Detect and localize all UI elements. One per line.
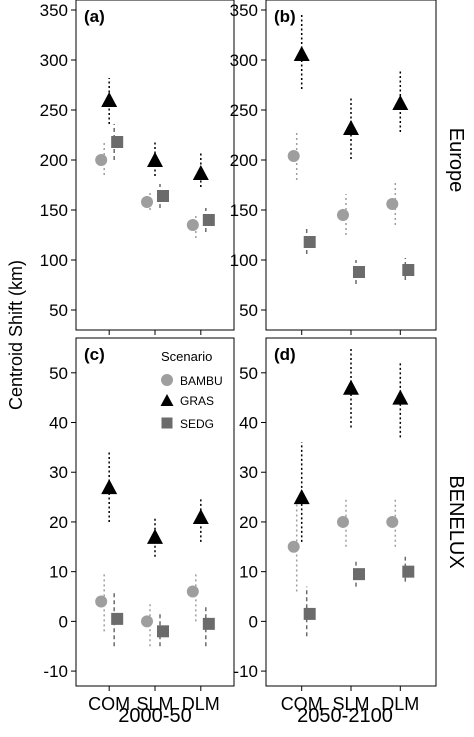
panel-b-label: (b) [274, 7, 296, 26]
point-bambu-slm [337, 515, 349, 528]
y-tick-label: 150 [230, 201, 258, 220]
x-tick-label: DLM [182, 694, 220, 714]
legend-title: Scenario [161, 349, 212, 364]
legend-label-bambu: BAMBU [180, 374, 223, 388]
point-sedg-com [303, 236, 316, 248]
row-label-europe: Europe [445, 128, 467, 193]
legend: Scenario BAMBU GRAS SEDG [160, 349, 223, 431]
y-tick-label: 0 [249, 612, 258, 631]
point-bambu-com [287, 150, 300, 162]
y-tick-label: 30 [49, 463, 68, 482]
point-gras-dlm [392, 95, 409, 110]
y-tick-label: 300 [40, 51, 68, 70]
y-tick-label: 250 [40, 101, 68, 120]
panel-b: (b) 50 100 150 200 250 300 350 [230, 0, 437, 335]
point-gras-slm [343, 120, 359, 135]
column-label-2000-50: 2000-50 [118, 705, 191, 727]
point-bambu-com [95, 595, 108, 608]
y-tick-label: -10 [43, 662, 68, 681]
point-sedg-dlm [202, 617, 215, 630]
point-gras-com [101, 92, 118, 107]
panel-d-label: (d) [274, 345, 296, 364]
column-label-2050-2100: 2050-2100 [297, 705, 393, 727]
point-bambu-dlm [386, 198, 399, 210]
point-bambu-dlm [186, 219, 199, 231]
y-tick-label: 350 [40, 1, 68, 20]
y-tick-label: 40 [239, 414, 258, 433]
y-tick-label: 10 [239, 563, 258, 582]
legend-marker-bambu [161, 374, 173, 386]
point-sedg-dlm [402, 264, 415, 276]
panel-a: (a) 50 100 150 200 250 300 350 [40, 0, 235, 335]
y-tick-label: 100 [230, 251, 258, 270]
point-gras-slm [343, 379, 359, 395]
legend-marker-sedg [161, 417, 173, 429]
point-gras-dlm [192, 508, 209, 524]
y-tick-label: 50 [239, 301, 258, 320]
y-tick-label: 50 [239, 364, 258, 383]
point-sedg-slm [157, 625, 169, 638]
point-sedg-slm [353, 266, 365, 278]
point-gras-com [293, 46, 310, 61]
x-tick-label: SLM [332, 694, 369, 714]
legend-label-gras: GRAS [180, 394, 214, 408]
point-gras-com [101, 479, 118, 495]
point-gras-dlm [392, 389, 409, 405]
y-tick-label: 250 [230, 101, 258, 120]
y-tick-label: 300 [230, 51, 258, 70]
y-tick-label: 30 [239, 463, 258, 482]
point-gras-dlm [192, 165, 209, 180]
point-gras-com [293, 489, 310, 505]
point-sedg-dlm [202, 214, 215, 226]
marks-layer [95, 15, 415, 647]
point-bambu-dlm [386, 515, 399, 528]
y-tick-label: 100 [40, 251, 68, 270]
x-tick-label: COM [281, 694, 323, 714]
legend-label-sedg: SEDG [180, 417, 214, 431]
point-sedg-dlm [402, 565, 415, 578]
y-tick-label: 0 [59, 612, 68, 631]
panel-c-label: (c) [84, 345, 105, 364]
legend-marker-gras [160, 394, 174, 406]
y-tick-label: 40 [49, 414, 68, 433]
y-tick-label: 20 [49, 513, 68, 532]
x-tick-label: SLM [136, 694, 173, 714]
point-bambu-slm [141, 196, 153, 208]
point-sedg-slm [353, 568, 365, 581]
point-bambu-com [95, 154, 108, 166]
y-tick-label: 10 [49, 563, 68, 582]
panel-a-label: (a) [84, 7, 105, 26]
panel-c-frame [75, 337, 235, 687]
point-bambu-com [287, 540, 300, 553]
panel-c: (c) -10 0 10 20 30 40 50 COM SLM DLM [43, 337, 235, 714]
y-tick-label: -10 [233, 662, 258, 681]
y-tick-label: 150 [40, 201, 68, 220]
panel-b-frame [265, 0, 437, 331]
point-gras-slm [147, 528, 163, 544]
x-tick-label: COM [88, 694, 130, 714]
y-tick-label: 350 [230, 1, 258, 20]
x-tick-label: DLM [381, 694, 419, 714]
point-sedg-com [303, 607, 316, 620]
point-bambu-slm [141, 615, 153, 628]
point-bambu-slm [337, 209, 349, 221]
point-gras-slm [147, 152, 163, 167]
point-sedg-com [111, 612, 124, 625]
y-tick-label: 50 [49, 301, 68, 320]
point-bambu-dlm [186, 585, 199, 598]
y-axis-label: Centroid Shift (km) [6, 260, 26, 410]
y-tick-label: 200 [40, 151, 68, 170]
y-tick-label: 50 [49, 364, 68, 383]
row-label-benelux: BENELUX [445, 475, 467, 568]
y-tick-label: 20 [239, 513, 258, 532]
y-tick-label: 200 [230, 151, 258, 170]
panel-d: (d) -10 0 10 20 30 40 50 COM SLM DLM [233, 337, 437, 714]
point-sedg-com [111, 136, 124, 148]
point-sedg-slm [157, 190, 169, 202]
